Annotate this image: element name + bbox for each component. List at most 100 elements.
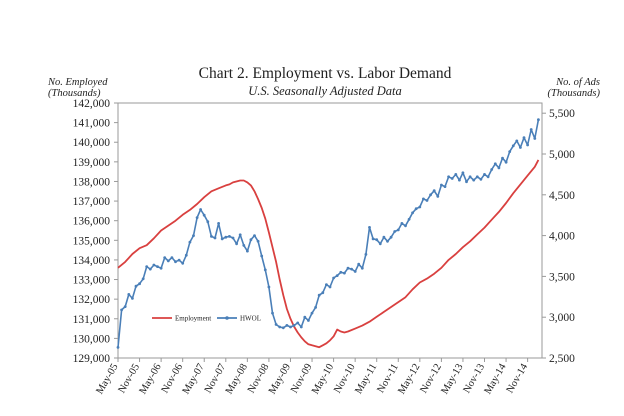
x-axis: May-05Nov-05May-06Nov-06May-07Nov-07May-… [94,358,531,396]
hwol-point [256,239,260,243]
hwol-point [131,297,134,300]
hwol-point [515,139,519,143]
hwol-point [458,178,461,182]
hwol-point [447,175,450,179]
hwol-point [271,311,274,315]
hwol-point [411,211,414,215]
hwol-point [238,233,242,237]
right-axis-tick-label: 3,000 [549,312,575,324]
right-axis-tick-label: 3,500 [549,271,575,283]
hwol-point [317,293,321,297]
left-axis: 129,000 130,000 131,000 132,000 133,000 134,0… [73,98,118,365]
hwol-point [202,213,206,217]
hwol-point [328,285,332,289]
hwol-point [400,222,404,225]
left-axis-tick-label: 130,000 [73,333,111,345]
left-axis-tick-label: 132,000 [73,294,111,306]
hwol-point [310,311,314,315]
right-axis: 2,500 3,000 3,500 4,000 4,500 5,000 5,500 [542,108,575,365]
hwol-point [206,220,210,224]
hwol-point [127,293,131,296]
left-axis-tick-label: 140,000 [73,137,111,149]
hwol-point [228,235,231,238]
chart-title: Chart 2. Employment vs. Labor Demand [199,65,452,82]
hwol-point [404,224,407,228]
hwol-point [253,234,256,238]
hwol-point [461,171,465,175]
right-axis-tick-label: 4,000 [549,231,575,243]
hwol-point [278,325,282,329]
hwol-point [303,315,307,319]
hwol-point [263,268,267,272]
hwol-point [343,271,346,275]
hwol-point [289,325,292,329]
hwol-point [526,143,529,147]
hwol-point [350,267,353,271]
hwol-point [274,323,278,326]
hwol-point [242,244,246,247]
hwol-point [134,284,138,288]
hwol-point [479,177,483,181]
hwol-point [511,144,515,148]
x-axis-tick-label: Nov-14 [505,361,531,395]
hwol-point [368,226,371,229]
hwol-point [396,228,400,232]
hwol-point [486,175,490,179]
right-axis-title-line1: No. of Ads [555,77,600,88]
hwol-point [475,175,479,179]
hwol-point [213,236,217,240]
hwol-point [235,242,239,246]
legend-hwol-label: HWOL [240,315,261,323]
plot-frame [117,102,543,359]
hwol-point [163,256,167,259]
hwol-point [493,162,497,166]
hwol-point [123,305,127,308]
left-axis-tick-label: 135,000 [73,235,111,247]
left-axis-tick-label: 131,000 [73,314,111,326]
hwol-point [335,274,339,277]
hwol-point [465,180,468,184]
legend: Employment HWOL [152,315,261,323]
hwol-series-line [117,119,540,348]
hwol-point [357,262,361,266]
left-axis-tick-label: 136,000 [73,216,111,228]
hwol-point [360,266,364,270]
hwol-point [299,325,303,329]
hwol-point [292,324,296,327]
right-axis-tick-label: 5,000 [549,149,575,161]
hwol-point [156,265,159,268]
left-axis-tick-label: 129,000 [73,353,111,365]
left-axis-tick-label: 133,000 [73,275,111,287]
hwol-point [246,249,249,253]
hwol-point [281,326,285,330]
hwol-point [529,128,533,131]
hwol-point [353,270,357,273]
hwol-point [483,173,486,176]
hwol-point [141,277,145,281]
left-axis-tick-label: 139,000 [73,157,111,169]
right-axis-title-line2: (Thousands) [547,88,600,99]
hwol-point [501,156,504,160]
hwol-point [346,266,350,270]
series-layer [116,118,540,349]
hwol-point [314,306,317,309]
hwol-point [217,222,221,225]
hwol-point [371,237,375,241]
hwol-point [296,321,300,325]
left-axis-title-line2: (Thousands) [48,88,101,99]
hwol-point [497,166,501,170]
hwol-point [192,234,195,238]
hwol-point [188,240,192,244]
hwol-point [267,285,271,289]
hwol-point [145,265,149,268]
hwol-point [533,137,537,140]
x-axis-tick-label: May-05 [94,362,120,396]
hwol-point [195,216,199,220]
left-axis-tick-label: 141,000 [73,118,111,130]
hwol-point [307,319,310,322]
hwol-point [174,260,177,264]
hwol-point [339,270,343,274]
hwol-point [389,235,393,239]
hwol-point [364,253,368,256]
hwol-point [414,207,418,211]
